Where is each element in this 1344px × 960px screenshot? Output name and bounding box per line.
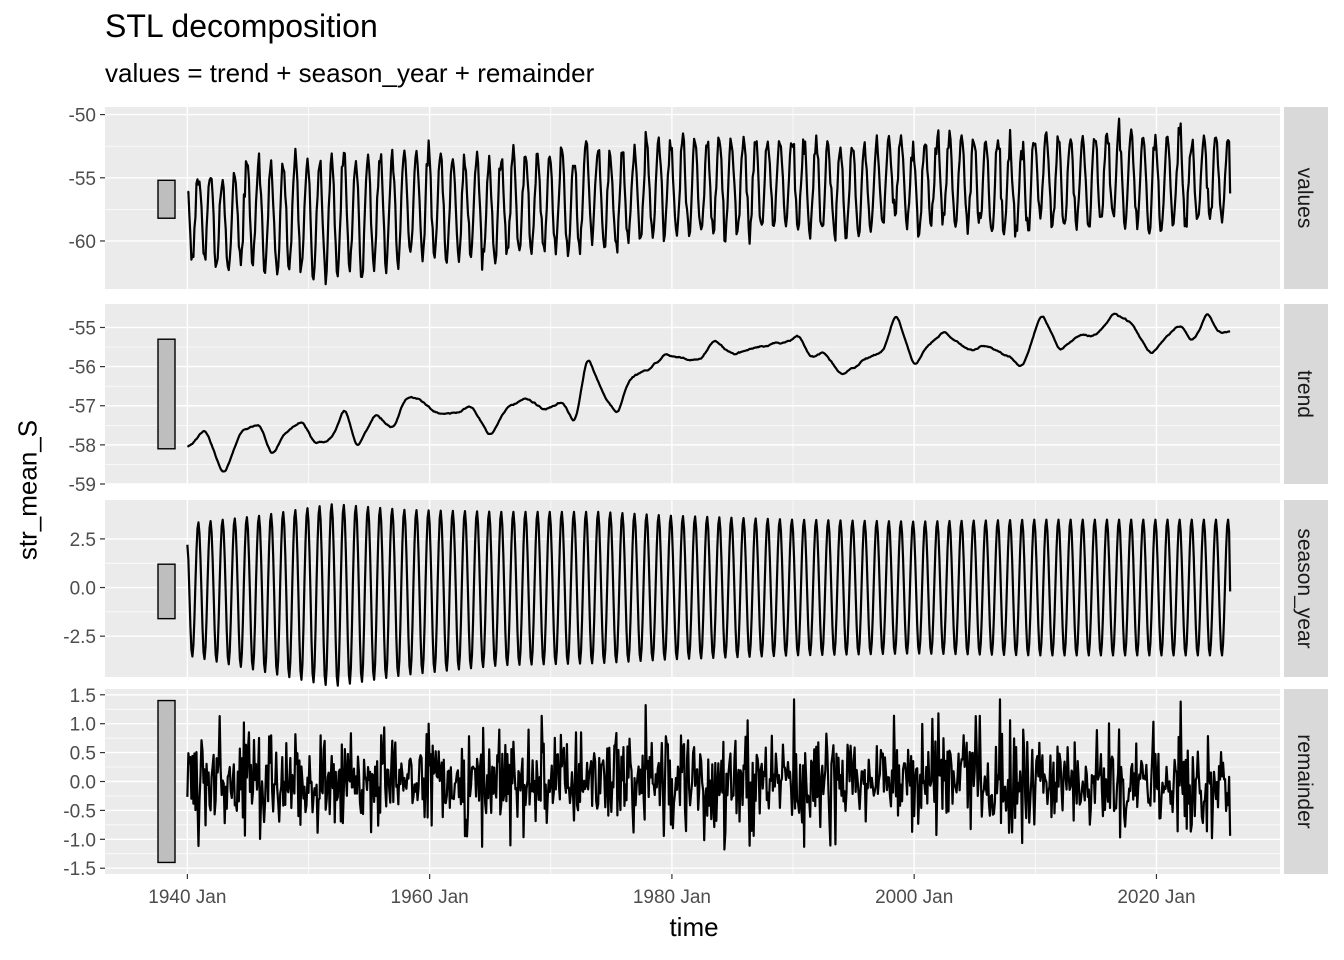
scale-bar xyxy=(157,179,176,219)
scale-bar xyxy=(157,563,176,620)
panel-season_year: 2.5 0.0 -2.5 season_year xyxy=(63,500,1328,687)
chart-subtitle: values = trend + season_year + remainder xyxy=(105,58,595,88)
y-tick-label: -59 xyxy=(69,475,96,496)
facet-strip xyxy=(1284,107,1328,289)
facet-strip xyxy=(1284,500,1328,677)
x-tick-label: 1980 Jan xyxy=(633,887,711,908)
y-tick-label: 1.0 xyxy=(70,715,96,736)
chart-title: STL decomposition xyxy=(105,8,378,44)
panel-remainder: 1.5 1.0 0.5 0.0 -0.5 -1.0 -1.5 remainder xyxy=(63,686,1328,880)
series-line-remainder xyxy=(186,698,1232,851)
y-tick-label: -2.5 xyxy=(63,627,96,648)
x-tick-label: 1960 Jan xyxy=(391,887,469,908)
y-tick-label: -1.0 xyxy=(63,830,96,851)
y-tick-label: -1.5 xyxy=(63,859,96,880)
y-tick-label: 0.0 xyxy=(70,773,96,794)
scale-bar xyxy=(157,699,176,864)
facet-strip xyxy=(1284,304,1328,484)
series-line-trend xyxy=(187,312,1231,473)
facet-strip-label: trend xyxy=(1293,370,1316,418)
facet-strip-label: remainder xyxy=(1293,734,1316,829)
y-tick-label: -56 xyxy=(69,358,96,379)
y-tick-label: -60 xyxy=(69,232,96,253)
facet-strip xyxy=(1284,689,1328,874)
y-tick-label: -57 xyxy=(69,397,96,418)
x-axis-label: time xyxy=(669,912,719,942)
y-tick-label: -55 xyxy=(69,169,96,190)
x-tick-label: 2000 Jan xyxy=(875,887,953,908)
x-tick-label: 2020 Jan xyxy=(1117,887,1195,908)
y-tick-label: -50 xyxy=(69,106,96,127)
y-tick-label: -0.5 xyxy=(63,801,96,822)
series-line-values xyxy=(187,117,1232,286)
y-tick-label: -58 xyxy=(69,436,96,457)
panel-values: -50 -55 -60 values xyxy=(69,106,1328,289)
series-line-season_year xyxy=(186,503,1232,687)
facet-strip-label: season_year xyxy=(1293,528,1316,648)
y-tick-label: 1.5 xyxy=(70,686,96,707)
y-tick-label: -55 xyxy=(69,318,96,339)
facet-strip-label: values xyxy=(1293,168,1316,229)
y-tick-label: 0.5 xyxy=(70,744,96,765)
scale-bar xyxy=(157,338,176,450)
y-tick-label: 0.0 xyxy=(70,579,96,600)
x-tick-label: 1940 Jan xyxy=(148,887,226,908)
panel-background xyxy=(105,304,1280,484)
panel-trend: -55 -56 -57 -58 -59 trend xyxy=(69,304,1328,496)
y-tick-label: 2.5 xyxy=(70,530,96,551)
